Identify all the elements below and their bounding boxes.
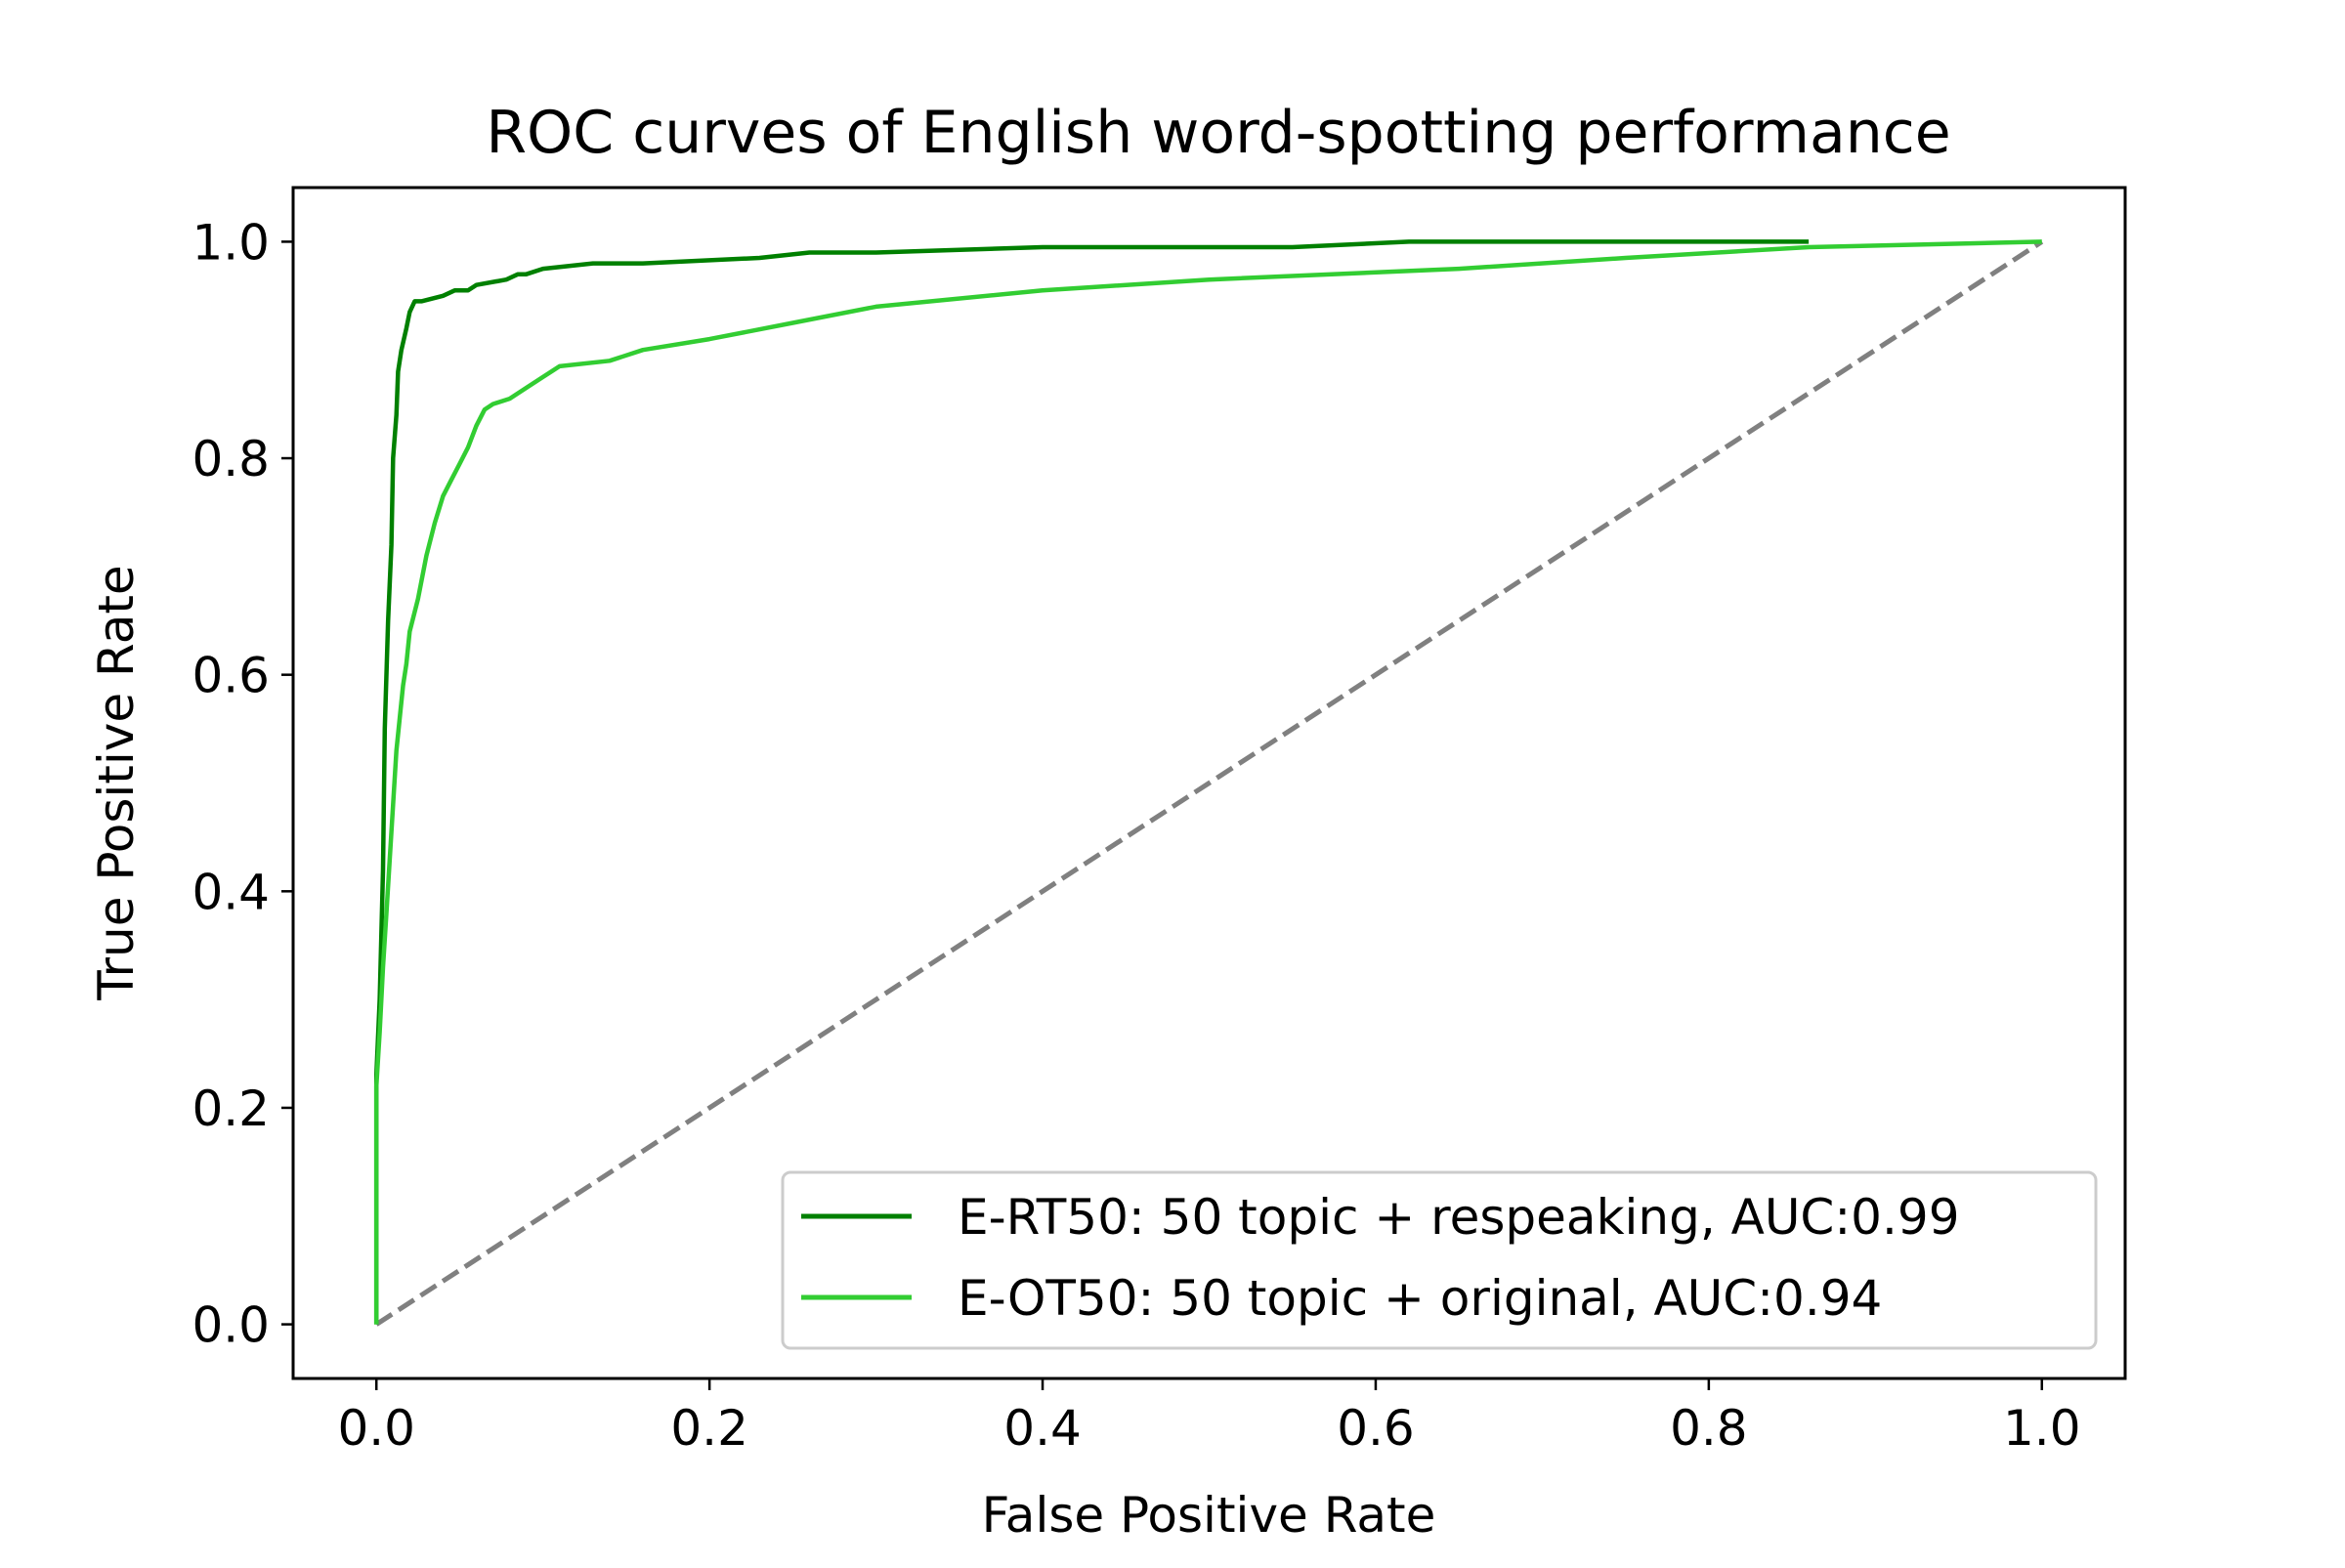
y-tick-label: 0.8: [192, 431, 270, 487]
x-tick-label: 1.0: [2003, 1400, 2081, 1457]
y-tick-label: 1.0: [192, 214, 270, 271]
series-line-e-rt50: [373, 239, 1810, 1325]
x-tick-label: 0.0: [337, 1400, 415, 1457]
chart-title: ROC curves of English word-spotting perf…: [486, 99, 1950, 167]
plot-area: [291, 186, 2127, 1380]
y-axis-ticks: 0.0 0.2 0.4 0.6 0.8 1.0: [192, 214, 293, 1354]
legend-label-e-rt50: E-RT50: 50 topic + respeaking, AUC:0.99: [958, 1189, 1960, 1246]
x-axis-label: False Positive Rate: [982, 1487, 1436, 1544]
x-tick-label: 0.4: [1003, 1400, 1082, 1457]
chance-diagonal-line: [374, 239, 2044, 1327]
x-tick-label: 0.2: [670, 1400, 748, 1457]
y-tick-label: 0.0: [192, 1297, 270, 1354]
legend-label-e-ot50: E-OT50: 50 topic + original, AUC:0.94: [958, 1270, 1882, 1327]
x-axis-ticks: 0.0 0.2 0.4 0.6 0.8 1.0: [337, 1378, 2081, 1457]
y-tick-label: 0.6: [192, 648, 270, 704]
x-tick-label: 0.8: [1670, 1400, 1748, 1457]
y-tick-label: 0.2: [192, 1081, 270, 1137]
series-line-e-ot50: [373, 239, 2042, 1325]
x-tick-label: 0.6: [1337, 1400, 1415, 1457]
axes-frame: [291, 186, 2127, 1380]
legend: E-RT50: 50 topic + respeaking, AUC:0.99 …: [781, 1170, 2098, 1350]
legend-box: [781, 1170, 2098, 1350]
y-axis-label: True Positive Rate: [88, 565, 145, 1000]
y-tick-label: 0.4: [192, 864, 270, 920]
series-layer: [373, 239, 2044, 1327]
